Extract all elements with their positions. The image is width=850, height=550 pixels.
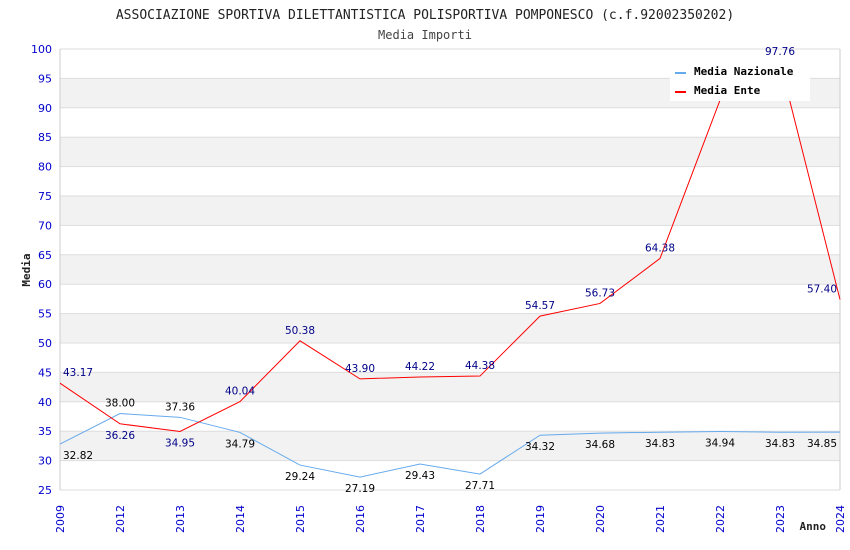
data-label: 97.76 — [765, 46, 795, 58]
x-tick-label: 2020 — [594, 505, 607, 533]
data-label: 34.32 — [525, 441, 555, 453]
data-label: 34.68 — [585, 439, 615, 451]
data-label: 34.95 — [165, 437, 195, 449]
x-tick-label: 2022 — [714, 505, 727, 533]
grid-band — [60, 137, 840, 167]
data-label: 44.38 — [465, 360, 495, 372]
grid-band — [60, 313, 840, 343]
series-line-nazionale — [59, 413, 841, 478]
y-tick-label: 50 — [38, 337, 52, 350]
data-label: 36.26 — [105, 430, 135, 442]
x-tick-label: 2023 — [774, 505, 787, 533]
data-label: 57.40 — [807, 283, 837, 295]
y-tick-label: 30 — [38, 455, 52, 468]
data-label: 56.73 — [585, 287, 615, 299]
legend-label-nazionale: Media Nazionale — [694, 65, 794, 78]
data-label: 38.00 — [105, 398, 135, 410]
data-label: 27.71 — [465, 480, 495, 492]
x-tick-label: 2018 — [474, 505, 487, 533]
y-tick-label: 95 — [38, 72, 52, 85]
data-label: 34.83 — [645, 438, 675, 450]
x-tick-label: 2013 — [174, 505, 187, 533]
data-label: 34.85 — [807, 438, 837, 450]
y-tick-label: 85 — [38, 131, 52, 144]
data-label: 29.43 — [405, 470, 435, 482]
x-tick-label: 2019 — [534, 505, 547, 533]
x-tick-label: 2012 — [114, 505, 127, 533]
data-label: 34.94 — [705, 438, 735, 450]
y-tick-label: 35 — [38, 425, 52, 438]
grid-band — [60, 343, 840, 373]
legend: Media Nazionale Media Ente — [670, 60, 810, 101]
x-tick-label: 2024 — [834, 505, 847, 533]
x-tick-label: 2014 — [234, 505, 247, 533]
x-tick-label: 2016 — [354, 505, 367, 533]
y-tick-label: 70 — [38, 219, 52, 232]
data-label: 44.22 — [405, 361, 435, 373]
data-label: 43.17 — [63, 367, 93, 379]
data-label: 29.24 — [285, 471, 315, 483]
y-tick-label: 25 — [38, 484, 52, 497]
x-tick-label: 2015 — [294, 505, 307, 533]
data-label: 43.90 — [345, 363, 375, 375]
x-axis-label: Anno — [800, 520, 827, 533]
y-tick-label: 65 — [38, 249, 52, 262]
data-label: 37.36 — [165, 401, 195, 413]
y-tick-label: 100 — [31, 43, 52, 56]
y-tick-label: 80 — [38, 161, 52, 174]
chart-title: ASSOCIAZIONE SPORTIVA DILETTANTISTICA PO… — [116, 8, 734, 23]
chart-subtitle: Media Importi — [378, 28, 472, 42]
data-label: 34.79 — [225, 438, 255, 450]
x-tick-label: 2009 — [54, 505, 67, 533]
data-label: 54.57 — [525, 300, 555, 312]
grid-band — [60, 431, 840, 461]
data-label: 27.19 — [345, 483, 375, 495]
data-label: 64.38 — [645, 242, 675, 254]
y-tick-label: 45 — [38, 366, 52, 379]
legend-label-ente: Media Ente — [694, 84, 761, 97]
data-label: 50.38 — [285, 325, 315, 337]
grid-band — [60, 166, 840, 196]
data-label: 34.83 — [765, 438, 795, 450]
grid-band — [60, 254, 840, 285]
data-label: 40.04 — [225, 386, 255, 398]
grid-band — [60, 284, 840, 314]
y-tick-label: 90 — [38, 102, 52, 115]
y-axis-label: Media — [20, 253, 33, 286]
grid-band — [60, 460, 840, 490]
x-tick-label: 2017 — [414, 505, 427, 533]
grid-band — [60, 372, 840, 402]
data-label: 32.82 — [63, 450, 93, 462]
series-line-ente — [59, 61, 841, 433]
grid-band — [60, 196, 840, 226]
y-tick-label: 60 — [38, 278, 52, 291]
y-tick-label: 75 — [38, 190, 52, 203]
grid-band — [60, 225, 840, 255]
grid-band — [60, 107, 840, 138]
x-tick-label: 2021 — [654, 505, 667, 533]
y-tick-label: 55 — [38, 308, 52, 321]
y-tick-label: 40 — [38, 396, 52, 409]
